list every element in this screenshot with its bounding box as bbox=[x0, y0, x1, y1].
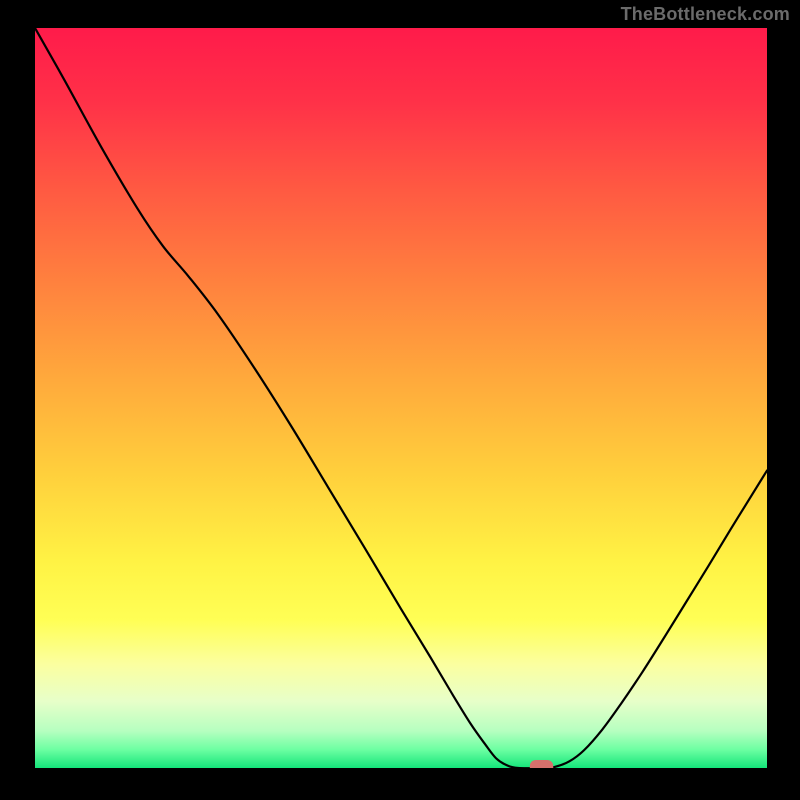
gradient-background bbox=[35, 28, 767, 768]
plot-area bbox=[35, 28, 767, 768]
optimal-marker bbox=[530, 760, 553, 768]
watermark-text: TheBottleneck.com bbox=[621, 4, 790, 25]
chart-frame: TheBottleneck.com bbox=[0, 0, 800, 800]
plot-svg bbox=[35, 28, 767, 768]
